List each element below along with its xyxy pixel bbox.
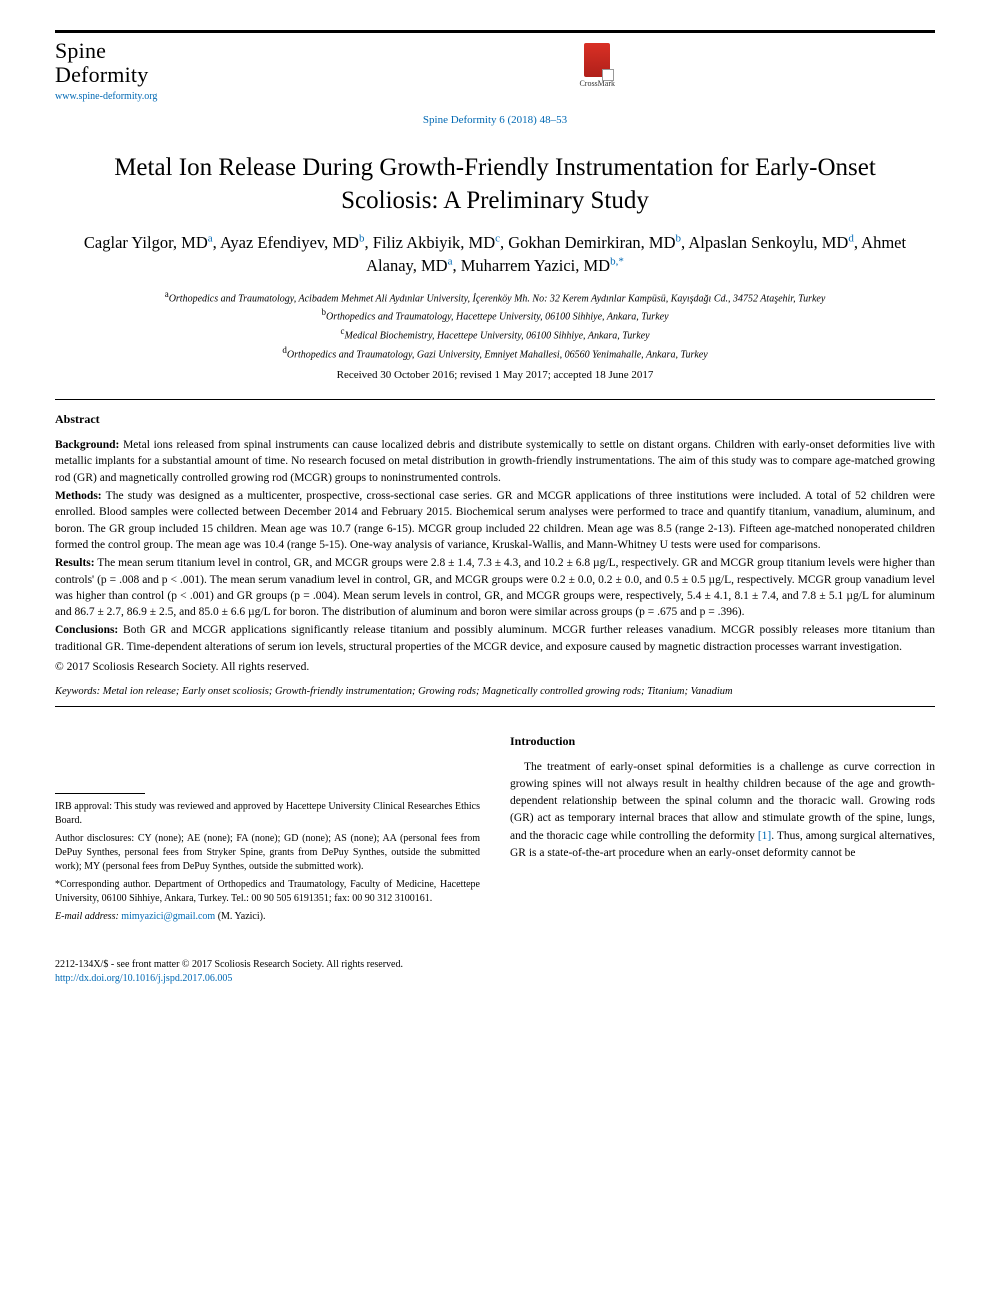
irb-footnote: IRB approval: This study was reviewed an… bbox=[55, 800, 480, 828]
intro-paragraph: The treatment of early-onset spinal defo… bbox=[510, 759, 935, 863]
crossmark-block[interactable]: CrossMark bbox=[579, 43, 615, 88]
issn-line: 2212-134X/$ - see front matter © 2017 Sc… bbox=[55, 958, 935, 972]
abstract-label: Abstract bbox=[55, 412, 935, 427]
crossmark-icon bbox=[584, 43, 610, 77]
author-1: Ayaz Efendiyev, MD bbox=[220, 233, 359, 252]
aff-d: Orthopedics and Traumatology, Gazi Unive… bbox=[287, 349, 708, 360]
methods-text: The study was designed as a multicenter,… bbox=[55, 490, 935, 551]
article-title: Metal Ion Release During Growth-Friendly… bbox=[65, 152, 925, 217]
author-6: Muharrem Yazici, MD bbox=[461, 256, 610, 275]
introduction-body: The treatment of early-onset spinal defo… bbox=[510, 759, 935, 863]
ref-1-link[interactable]: [1] bbox=[758, 830, 771, 842]
author-3: Gokhan Demirkiran, MD bbox=[508, 233, 675, 252]
rule-2 bbox=[55, 706, 935, 707]
disclosures-footnote: Author disclosures: CY (none); AE (none)… bbox=[55, 832, 480, 874]
top-rule bbox=[55, 30, 935, 33]
background-text: Metal ions released from spinal instrume… bbox=[55, 439, 935, 484]
article-history: Received 30 October 2016; revised 1 May … bbox=[55, 369, 935, 381]
author-4: Alpaslan Senkoylu, MD bbox=[688, 233, 848, 252]
keywords-text: Metal ion release; Early onset scoliosis… bbox=[100, 686, 732, 697]
abstract-block: Abstract Background: Metal ions released… bbox=[55, 412, 935, 676]
email-footnote: E-mail address: mimyazici@gmail.com (M. … bbox=[55, 910, 480, 924]
email-label: E-mail address: bbox=[55, 911, 119, 922]
email-link[interactable]: mimyazici@gmail.com bbox=[119, 911, 215, 922]
journal-block: Spine Deformity www.spine-deformity.org bbox=[55, 39, 157, 102]
methods-label: Methods: bbox=[55, 490, 102, 502]
author-2: Filiz Akbiyik, MD bbox=[373, 233, 495, 252]
journal-name-2: Deformity bbox=[55, 63, 157, 87]
abstract-copyright: © 2017 Scoliosis Research Society. All r… bbox=[55, 659, 935, 675]
aff-a: Orthopedics and Traumatology, Acibadem M… bbox=[169, 293, 826, 304]
author-3-aff: b bbox=[676, 233, 682, 245]
author-1-aff: b bbox=[359, 233, 365, 245]
author-4-aff: d bbox=[848, 233, 854, 245]
author-0-aff: a bbox=[208, 233, 213, 245]
corresponding-footnote: *Corresponding author. Department of Ort… bbox=[55, 878, 480, 906]
introduction-heading: Introduction bbox=[510, 733, 935, 750]
keywords-label: Keywords: bbox=[55, 686, 100, 697]
authors-line: Caglar Yilgor, MDa, Ayaz Efendiyev, MDb,… bbox=[75, 231, 915, 277]
header-row: Spine Deformity www.spine-deformity.org … bbox=[55, 39, 935, 102]
right-column: Introduction The treatment of early-onse… bbox=[510, 733, 935, 928]
left-column: IRB approval: This study was reviewed an… bbox=[55, 733, 480, 928]
conclusions-text: Both GR and MCGR applications significan… bbox=[55, 624, 935, 652]
conclusions-label: Conclusions: bbox=[55, 624, 118, 636]
rule-1 bbox=[55, 399, 935, 400]
two-column-area: IRB approval: This study was reviewed an… bbox=[55, 733, 935, 928]
keywords-line: Keywords: Metal ion release; Early onset… bbox=[55, 685, 935, 700]
aff-c: Medical Biochemistry, Hacettepe Universi… bbox=[344, 331, 649, 342]
results-text: The mean serum titanium level in control… bbox=[55, 557, 935, 618]
results-label: Results: bbox=[55, 557, 95, 569]
citation-line: Spine Deformity 6 (2018) 48–53 bbox=[55, 114, 935, 126]
email-suffix: (M. Yazici). bbox=[215, 911, 265, 922]
affiliations: aOrthopedics and Traumatology, Acibadem … bbox=[55, 288, 935, 363]
author-5-aff: a bbox=[448, 256, 453, 268]
author-2-aff: c bbox=[495, 233, 500, 245]
journal-name-1: Spine bbox=[55, 39, 157, 63]
background-label: Background: bbox=[55, 439, 119, 451]
author-6-aff: b,* bbox=[610, 256, 624, 268]
footer-block: 2212-134X/$ - see front matter © 2017 Sc… bbox=[55, 958, 935, 986]
journal-url-link[interactable]: www.spine-deformity.org bbox=[55, 91, 157, 102]
aff-b: Orthopedics and Traumatology, Hacettepe … bbox=[326, 312, 669, 323]
doi-link[interactable]: http://dx.doi.org/10.1016/j.jspd.2017.06… bbox=[55, 973, 232, 984]
author-0: Caglar Yilgor, MD bbox=[84, 233, 208, 252]
footnote-rule bbox=[55, 793, 145, 794]
